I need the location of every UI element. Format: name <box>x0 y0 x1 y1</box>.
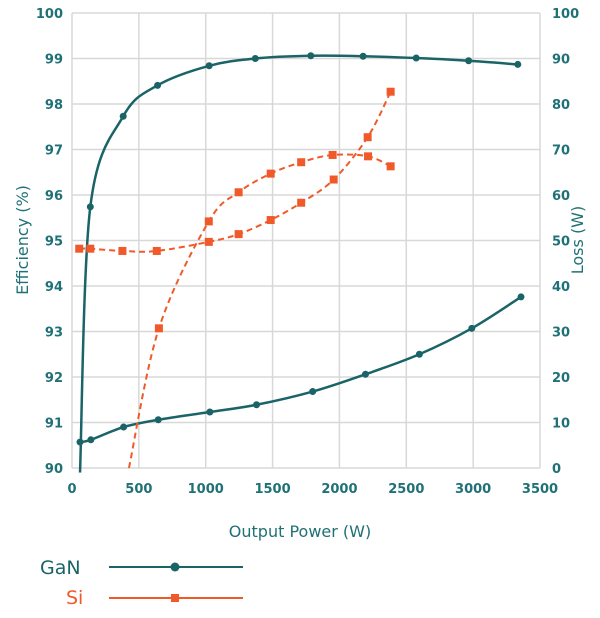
y-left-tick-label: 91 <box>45 417 63 432</box>
legend: GaN Si <box>40 557 243 609</box>
x-tick-label: 2500 <box>388 482 424 497</box>
data-point-gan-loss <box>415 350 423 358</box>
x-tick-label: 0 <box>67 482 76 497</box>
y-right-tick-label: 70 <box>552 144 570 159</box>
data-point-si-loss <box>152 246 161 255</box>
data-point-gan-efficiency <box>412 54 420 62</box>
data-point-gan-loss <box>253 401 261 409</box>
data-point-gan-loss <box>517 293 525 301</box>
legend-label-si: Si <box>66 587 83 609</box>
y-right-tick-label: 100 <box>552 7 579 22</box>
x-tick-labels: 0 500 1000 1500 2000 2500 3000 3500 <box>67 482 558 497</box>
series-line-gan-loss <box>79 295 522 444</box>
y-right-tick-label: 20 <box>552 371 570 386</box>
data-point-gan-efficiency <box>251 55 259 62</box>
y-left-tick-label: 94 <box>45 280 63 295</box>
data-point-si-loss <box>75 244 84 253</box>
data-point-si-efficiency <box>234 188 243 197</box>
data-point-si-loss <box>329 175 338 184</box>
data-point-si-loss <box>297 198 306 207</box>
data-point-si-loss <box>234 230 243 239</box>
data-point-si-efficiency <box>204 217 213 226</box>
legend-item-gan: GaN <box>40 557 243 579</box>
y-right-tick-label: 90 <box>552 53 570 68</box>
data-point-gan-loss <box>87 436 95 444</box>
data-point-si-efficiency <box>297 158 306 167</box>
y-left-tick-labels: 90 91 92 93 94 95 96 97 98 99 100 <box>36 7 63 477</box>
x-tick-label: 3000 <box>455 482 491 497</box>
data-point-gan-efficiency <box>119 112 127 120</box>
data-point-gan-efficiency <box>307 52 315 60</box>
series-line-gan-efficiency <box>78 54 518 473</box>
x-tick-label: 1500 <box>254 482 290 497</box>
grid <box>71 12 541 469</box>
data-point-si-efficiency <box>328 150 337 159</box>
legend-marker-si <box>171 594 179 602</box>
x-tick-label: 2000 <box>321 482 357 497</box>
series-line-si-efficiency <box>127 153 392 469</box>
x-tick-label: 3500 <box>522 482 558 497</box>
y-left-tick-label: 100 <box>36 7 63 22</box>
y-right-tick-label: 30 <box>552 326 570 341</box>
data-point-si-loss <box>386 87 395 96</box>
data-point-gan-loss <box>154 416 162 424</box>
data-point-gan-efficiency <box>154 81 162 89</box>
data-point-si-loss <box>266 216 275 225</box>
y-left-tick-label: 99 <box>45 53 63 68</box>
data-point-si-efficiency <box>386 162 395 171</box>
data-point-gan-loss <box>362 370 370 378</box>
y-right-tick-label: 60 <box>552 189 570 204</box>
x-axis-title: Output Power (W) <box>229 522 371 541</box>
data-point-gan-loss <box>120 423 128 431</box>
x-tick-label: 500 <box>125 482 152 497</box>
y-right-tick-label: 0 <box>552 462 561 477</box>
data-point-gan-loss <box>206 408 214 416</box>
y-right-tick-labels: 0 10 20 30 40 50 60 70 80 90 100 <box>552 7 579 477</box>
data-point-si-loss <box>86 244 95 253</box>
data-point-gan-efficiency <box>86 203 94 211</box>
data-point-gan-loss <box>76 438 84 446</box>
data-point-si-loss <box>204 237 213 246</box>
legend-marker-gan <box>170 562 180 572</box>
data-point-gan-efficiency <box>465 57 473 65</box>
data-point-si-loss <box>118 246 127 255</box>
x-tick-label: 1000 <box>188 482 224 497</box>
data-point-gan-loss <box>309 388 317 396</box>
data-point-si-efficiency <box>266 169 275 178</box>
data-point-gan-efficiency <box>359 52 367 60</box>
y-right-tick-label: 50 <box>552 235 570 250</box>
data-point-gan-loss <box>468 324 476 332</box>
legend-item-si: Si <box>66 587 243 609</box>
data-point-si-efficiency <box>364 152 373 161</box>
y-left-tick-label: 92 <box>45 371 63 386</box>
y-left-tick-label: 93 <box>45 326 63 341</box>
data-point-gan-efficiency <box>514 60 522 68</box>
y-left-tick-label: 95 <box>45 235 63 250</box>
data-point-si-loss <box>363 133 372 142</box>
data-point-gan-efficiency <box>205 62 213 70</box>
series-layer <box>75 52 525 473</box>
y-right-tick-label: 40 <box>552 280 570 295</box>
y-right-axis-title: Loss (W) <box>568 206 587 274</box>
y-left-tick-label: 90 <box>45 462 63 477</box>
data-point-si-efficiency <box>154 324 163 333</box>
y-right-tick-label: 10 <box>552 417 570 432</box>
y-left-tick-label: 98 <box>45 98 63 113</box>
y-left-axis-title: Efficiency (%) <box>13 185 32 295</box>
legend-label-gan: GaN <box>40 557 81 579</box>
y-left-tick-label: 96 <box>45 189 63 204</box>
y-right-tick-label: 80 <box>552 98 570 113</box>
y-left-tick-label: 97 <box>45 144 63 159</box>
